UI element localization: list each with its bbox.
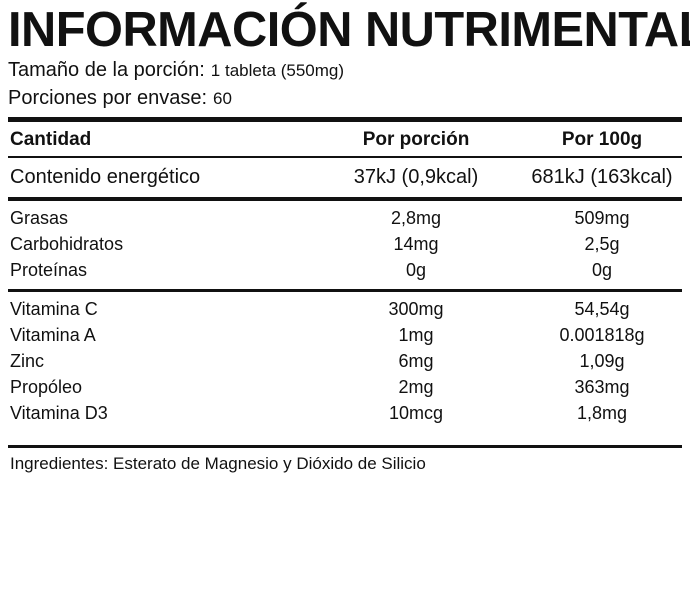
servings-per-container-value: 60 [213,89,232,108]
table-row: Vitamina C 300mg 54,54g [8,296,682,322]
table-row: Grasas 2,8mg 509mg [8,205,682,231]
thick-divider [8,117,682,122]
serving-size-line: Tamaño de la porción: 1 tableta (550mg) [8,58,344,83]
nutrient-name: Vitamina C [10,299,98,319]
per-100g-value: 509mg [574,208,630,228]
per-100g-value: 54,54g [574,299,630,319]
energy-per-100g: 681kJ (163kcal) [531,166,673,188]
table-row: Carbohidratos 14mg 2,5g [8,231,682,257]
energy-row: Contenido energético 37kJ (0,9kcal) 681k… [8,164,682,190]
energy-divider [8,197,682,201]
per-serving-value: 10mcg [388,403,444,423]
serving-size-value: 1 tableta (550mg) [210,61,345,80]
table-row: Vitamina A 1mg 0.001818g [8,322,682,348]
nutrient-name: Carbohidratos [10,234,124,254]
ingredients-text: Ingredientes: Esterato de Magnesio y Dió… [10,454,426,473]
nutrient-name: Proteínas [10,260,88,280]
per-100g-value: 2,5g [584,234,620,254]
servings-per-container-label: Porciones por envase: [8,87,208,109]
macros-divider [8,289,682,292]
nutrient-name: Propóleo [10,377,83,397]
label-title: INFORMACIÓN NUTRIMENTAL [8,3,690,57]
serving-size-label: Tamaño de la porción: [8,59,205,81]
header-per-100g: Por 100g [561,129,643,150]
per-serving-value: 6mg [398,351,434,371]
per-serving-value: 2,8mg [390,208,442,228]
bottom-divider [8,445,682,448]
header-quantity: Cantidad [10,129,92,150]
header-divider [8,156,682,158]
table-header-row: Cantidad Por porción Por 100g [8,127,682,153]
table-row: Vitamina D3 10mcg 1,8mg [8,400,682,426]
header-per-serving: Por porción [362,129,470,150]
per-100g-value: 0.001818g [559,325,645,345]
table-row: Propóleo 2mg 363mg [8,374,682,400]
table-row: Zinc 6mg 1,09g [8,348,682,374]
nutrient-name: Zinc [10,351,45,371]
table-row: Proteínas 0g 0g [8,257,682,283]
energy-name: Contenido energético [10,166,201,188]
per-100g-value: 1,09g [579,351,625,371]
per-100g-value: 0g [591,260,613,280]
per-100g-value: 363mg [574,377,630,397]
energy-per-serving: 37kJ (0,9kcal) [353,166,479,188]
nutrient-name: Vitamina A [10,325,96,345]
per-serving-value: 2mg [398,377,434,397]
per-serving-value: 0g [405,260,427,280]
servings-per-container-line: Porciones por envase: 60 [8,86,232,111]
per-serving-value: 300mg [388,299,444,319]
nutrient-name: Vitamina D3 [10,403,108,423]
per-serving-value: 14mg [393,234,439,254]
per-serving-value: 1mg [398,325,434,345]
nutrient-name: Grasas [10,208,69,228]
per-100g-value: 1,8mg [576,403,628,423]
